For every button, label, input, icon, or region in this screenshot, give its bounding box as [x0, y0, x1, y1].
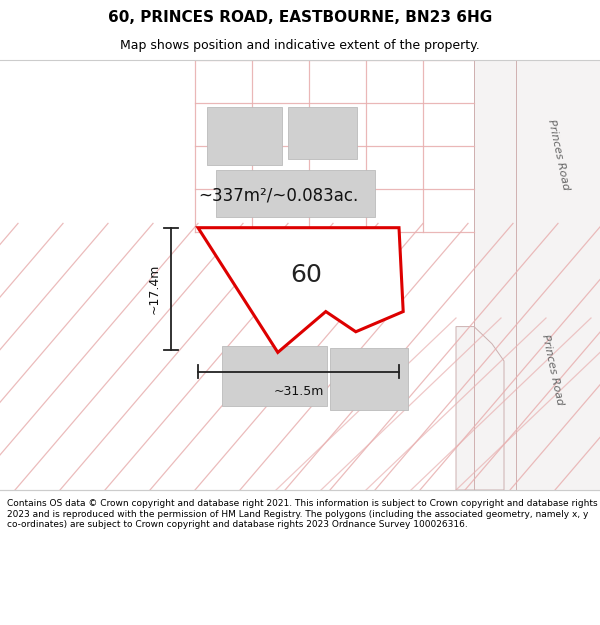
Bar — [330, 348, 408, 411]
Text: Princes Road: Princes Road — [545, 118, 571, 191]
Bar — [288, 107, 357, 159]
Text: Contains OS data © Crown copyright and database right 2021. This information is : Contains OS data © Crown copyright and d… — [7, 499, 598, 529]
Text: Princes Road: Princes Road — [539, 333, 565, 406]
Bar — [222, 346, 327, 406]
Bar — [207, 107, 282, 166]
Text: Map shows position and indicative extent of the property.: Map shows position and indicative extent… — [120, 39, 480, 51]
Text: ~31.5m: ~31.5m — [274, 384, 323, 398]
Polygon shape — [456, 327, 504, 490]
Text: 60, PRINCES ROAD, EASTBOURNE, BN23 6HG: 60, PRINCES ROAD, EASTBOURNE, BN23 6HG — [108, 11, 492, 26]
Polygon shape — [474, 60, 600, 490]
Text: ~17.4m: ~17.4m — [148, 264, 161, 314]
Text: ~337m²/~0.083ac.: ~337m²/~0.083ac. — [198, 186, 358, 204]
Bar — [216, 169, 375, 217]
Polygon shape — [198, 228, 403, 352]
Text: 60: 60 — [290, 263, 322, 287]
